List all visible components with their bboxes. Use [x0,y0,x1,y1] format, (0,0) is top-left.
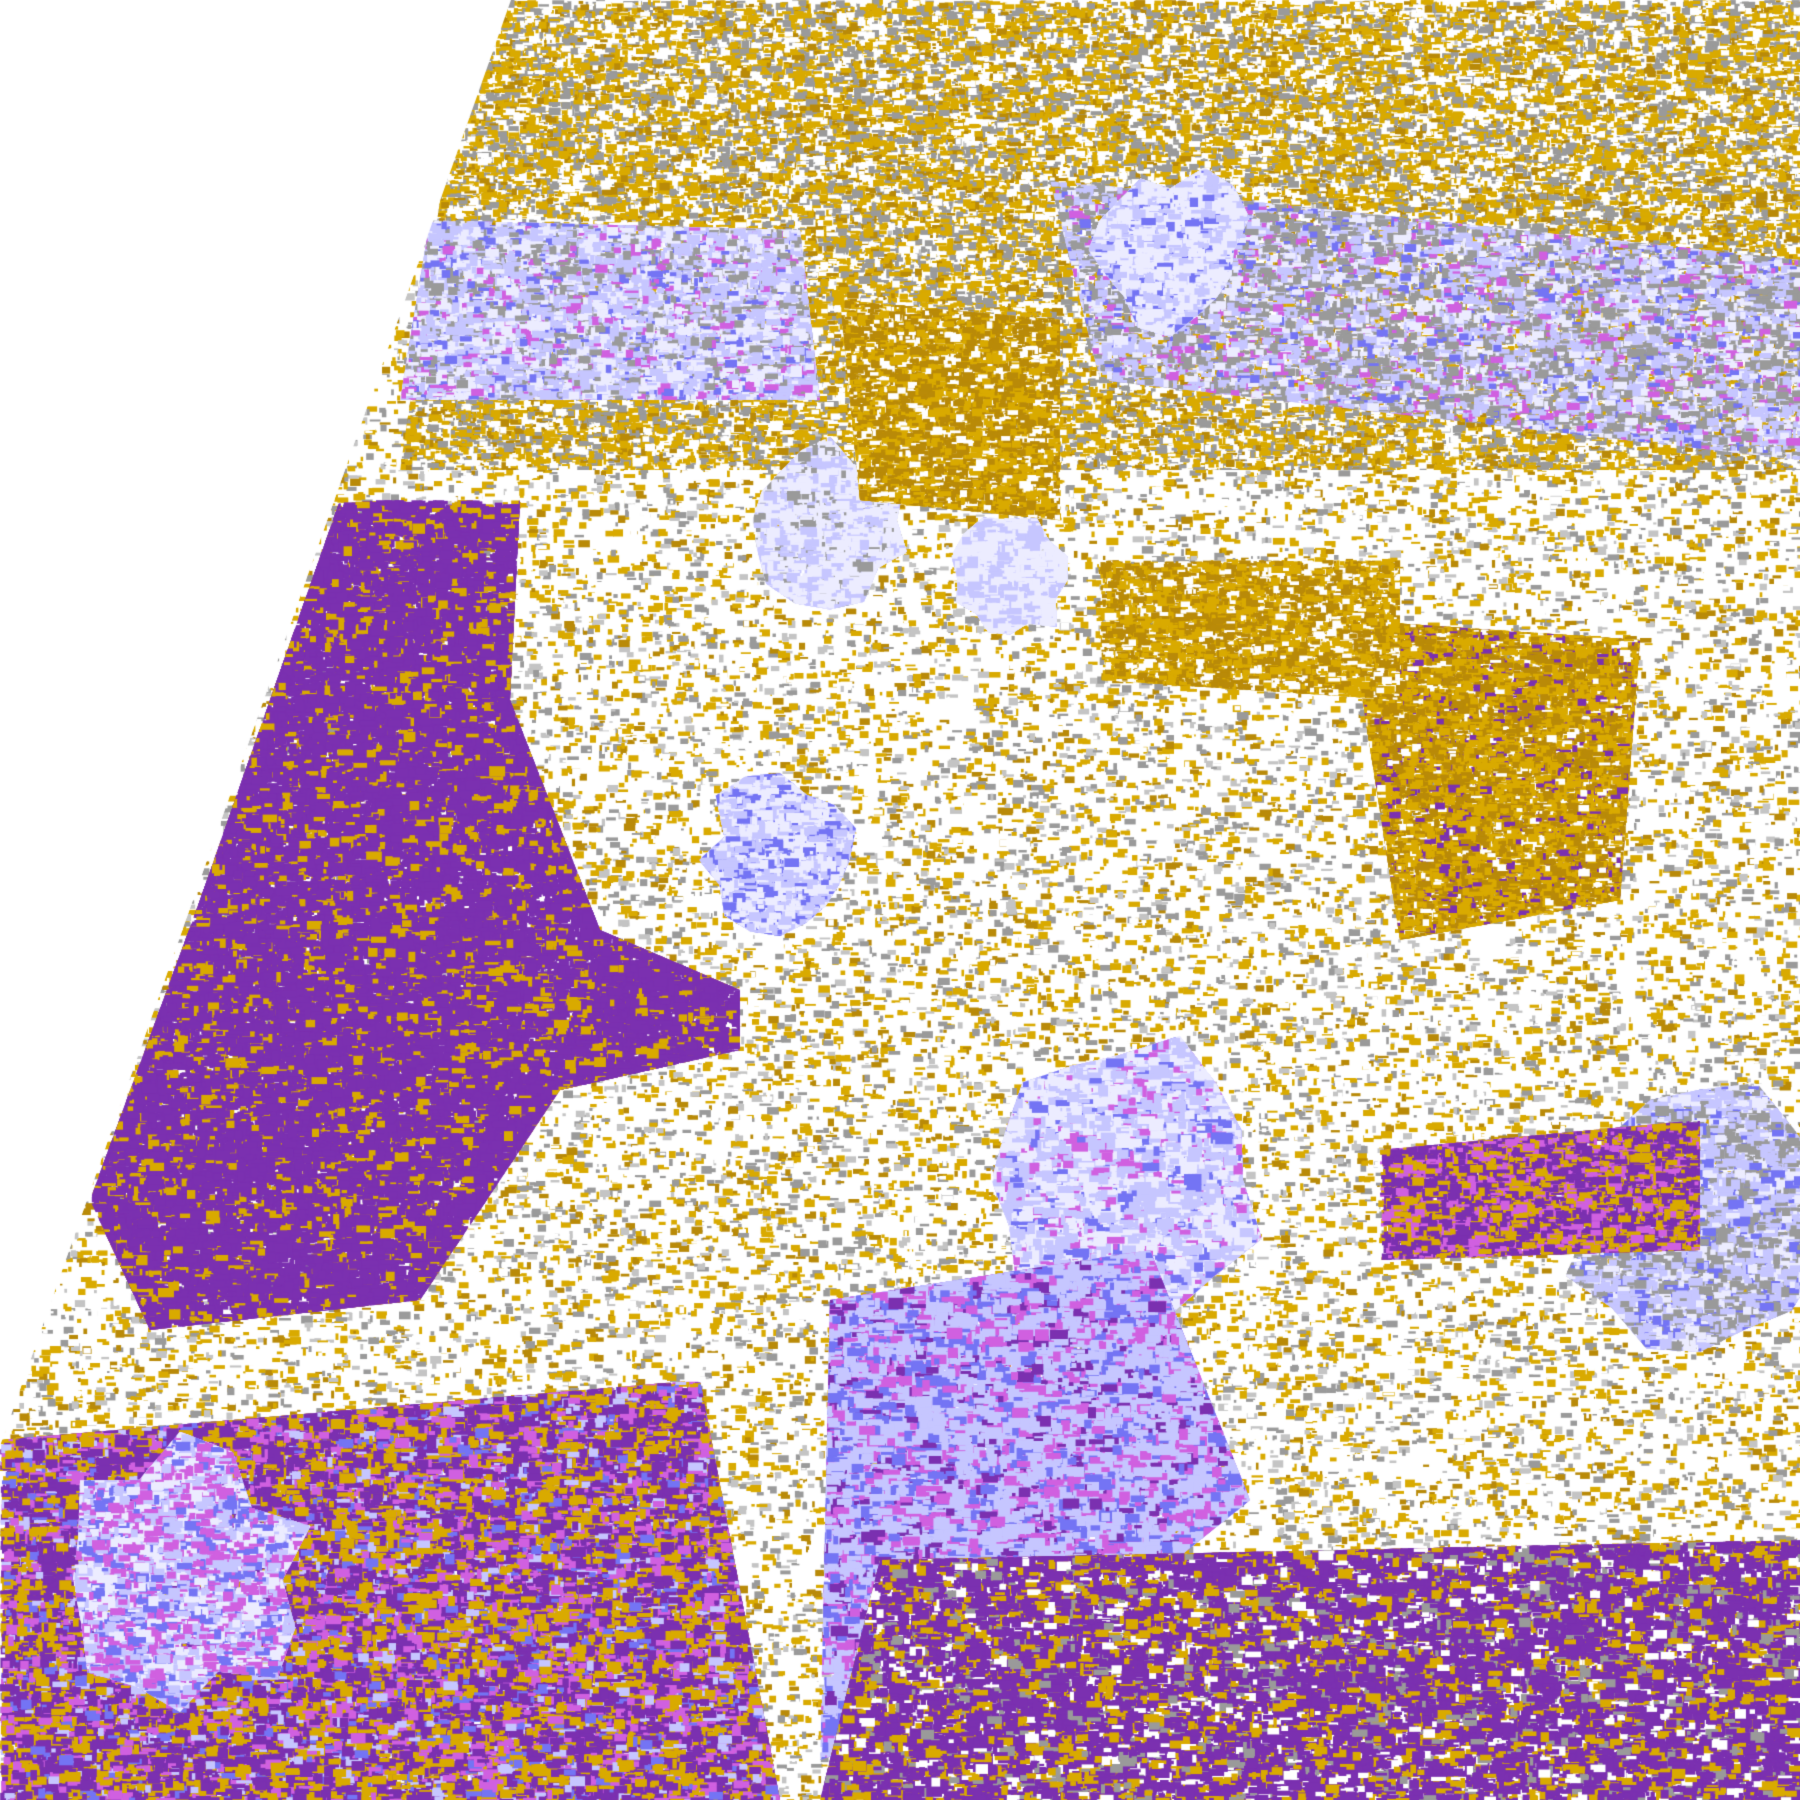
map-view [0,0,1800,1800]
satellite-classification-image [0,0,1800,1800]
